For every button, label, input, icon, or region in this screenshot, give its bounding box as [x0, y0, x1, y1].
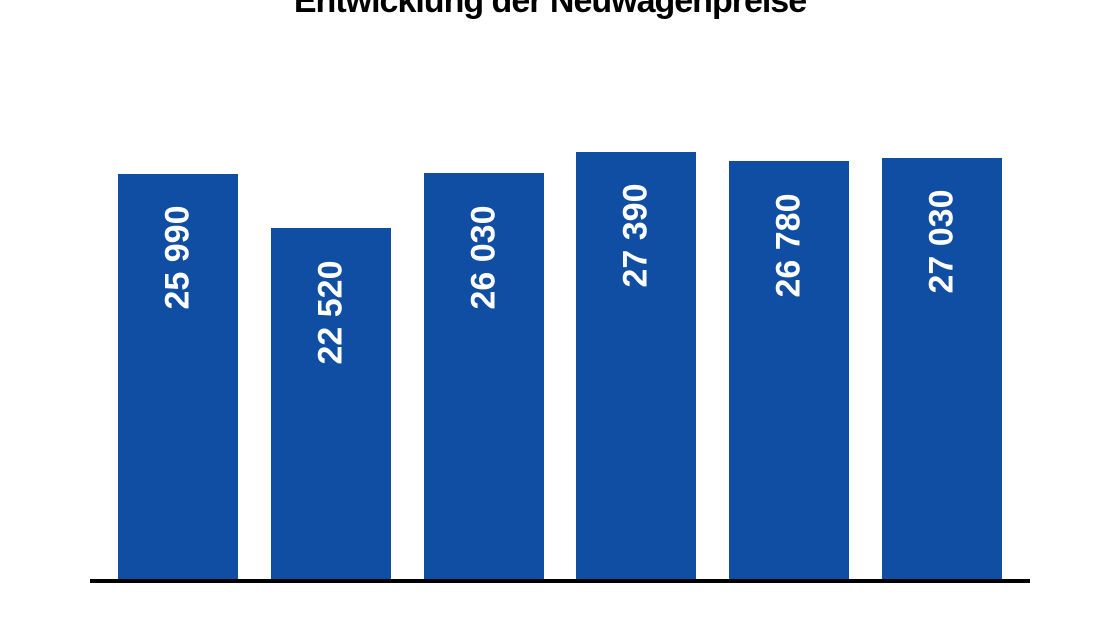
bar-label: 22 520 — [311, 260, 350, 364]
chart-title: Entwicklung der Neuwagenpreise — [0, 0, 1100, 21]
bar-5: 27 030 — [882, 158, 1002, 581]
chart-baseline — [90, 579, 1030, 583]
chart-plot: 25 990 22 520 26 030 27 390 26 780 27 03… — [90, 111, 1030, 581]
chart-bars: 25 990 22 520 26 030 27 390 26 780 27 03… — [90, 111, 1030, 581]
bar-label: 27 030 — [922, 190, 961, 294]
bar-2: 26 030 — [424, 173, 544, 581]
bar-label: 26 030 — [464, 205, 503, 309]
bar-4: 26 780 — [729, 161, 849, 581]
bar-0: 25 990 — [118, 174, 238, 581]
bar-label: 27 390 — [617, 184, 656, 288]
bar-label: 25 990 — [159, 206, 198, 310]
bar-1: 22 520 — [271, 228, 391, 581]
bar-3: 27 390 — [576, 152, 696, 581]
chart-stage: Entwicklung der Neuwagenpreise 25 990 22… — [0, 0, 1100, 619]
bar-label: 26 780 — [770, 194, 809, 298]
